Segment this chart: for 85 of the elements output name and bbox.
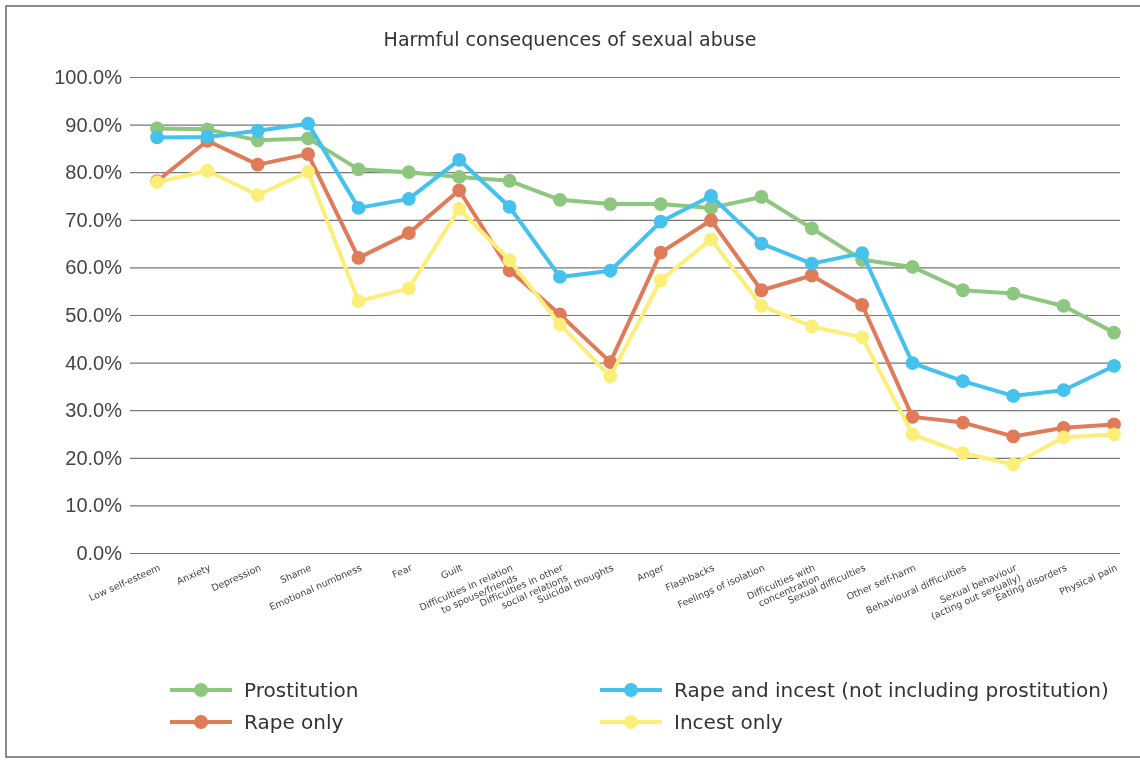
point: [1107, 325, 1121, 340]
legend-label: Incest only: [674, 710, 783, 734]
point: [955, 374, 970, 389]
point: [704, 189, 718, 203]
point: [603, 263, 618, 278]
point: [452, 183, 467, 198]
point: [653, 197, 668, 211]
point: [502, 253, 517, 268]
point: [401, 226, 416, 241]
point: [1056, 383, 1071, 398]
point: [351, 294, 366, 309]
point: [452, 170, 467, 184]
point: [653, 245, 668, 260]
point: [905, 409, 920, 424]
legend-label: Rape and incest (not including prostitution): [674, 678, 1109, 702]
point: [401, 191, 416, 206]
point: [905, 260, 920, 274]
point: [301, 131, 316, 146]
point: [553, 270, 567, 284]
point: [754, 299, 769, 313]
point: [1006, 457, 1021, 472]
point: [502, 173, 517, 188]
point: [301, 164, 316, 179]
point: [250, 123, 265, 138]
point: [955, 415, 970, 430]
y-tick-label: 60.0%: [65, 256, 123, 279]
point: [804, 256, 819, 271]
point: [301, 147, 316, 162]
point: [754, 283, 769, 298]
point: [250, 188, 265, 202]
point: [200, 163, 215, 178]
point: [150, 130, 164, 145]
point: [653, 273, 668, 288]
y-tick-label: 50.0%: [65, 303, 123, 326]
x-tick-label: Anger: [635, 561, 666, 584]
point: [754, 236, 769, 251]
y-tick-label: 10.0%: [65, 494, 123, 517]
point: [250, 157, 265, 172]
point: [855, 298, 870, 312]
point: [653, 214, 668, 229]
point: [1006, 286, 1021, 301]
point: [754, 190, 769, 204]
y-tick-label: 90.0%: [65, 113, 123, 136]
legend-label: Rape only: [244, 710, 344, 734]
y-tick-label: 30.0%: [65, 399, 123, 422]
point: [1107, 427, 1121, 442]
point: [351, 201, 366, 215]
point: [200, 130, 215, 144]
y-tick-label: 100.0%: [54, 65, 123, 88]
point: [955, 446, 970, 460]
y-tick-label: 80.0%: [65, 161, 123, 184]
point: [804, 221, 819, 236]
point: [1107, 359, 1121, 373]
x-tick-label: Fear: [390, 561, 414, 581]
point: [955, 283, 970, 298]
point: [1056, 299, 1071, 313]
y-tick-label: 20.0%: [65, 446, 123, 469]
point: [905, 427, 920, 442]
chart-title: Harmful consequences of sexual abuse: [383, 28, 757, 50]
point: [704, 213, 718, 228]
point: [905, 356, 920, 370]
point: [452, 201, 467, 216]
point: [804, 268, 819, 283]
point: [553, 192, 567, 207]
point: [1056, 430, 1071, 445]
point: [401, 165, 416, 180]
legend-label: Prostitution: [244, 678, 359, 702]
point: [855, 246, 870, 261]
point: [1006, 389, 1021, 403]
point: [452, 152, 467, 167]
point: [553, 317, 567, 332]
point: [401, 281, 416, 296]
point: [855, 330, 870, 345]
point: [351, 250, 366, 265]
point: [1006, 429, 1021, 444]
point: [804, 319, 819, 334]
y-tick-label: 0.0%: [76, 541, 123, 564]
point: [502, 200, 517, 214]
point: [603, 197, 618, 211]
point: [301, 116, 316, 131]
y-tick-label: 70.0%: [65, 208, 123, 231]
point: [603, 369, 618, 384]
point: [704, 232, 718, 247]
point: [351, 162, 366, 177]
y-tick-label: 40.0%: [65, 351, 123, 374]
